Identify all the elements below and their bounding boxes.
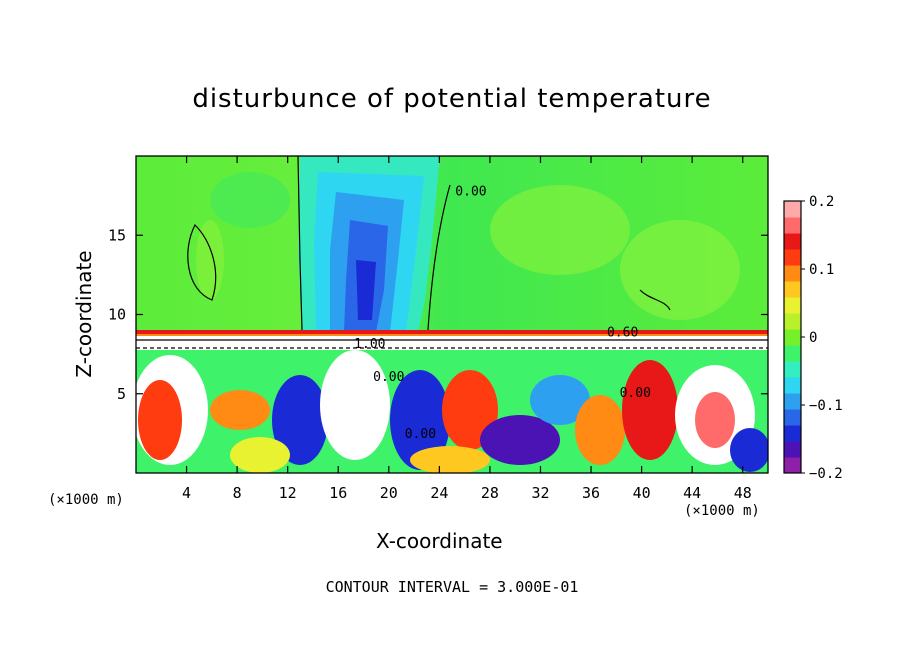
contour-label: 0.60 bbox=[607, 326, 638, 341]
x-tick-label: 40 bbox=[633, 484, 651, 502]
colorbar-swatch bbox=[784, 345, 801, 362]
y-axis-label: Z-coordinate bbox=[72, 250, 96, 378]
colorbar-swatch bbox=[784, 393, 801, 410]
contour-lines bbox=[136, 156, 768, 349]
colorbar-swatch bbox=[784, 201, 801, 218]
x-tick-label: 36 bbox=[582, 484, 600, 502]
contour-label: 0.00 bbox=[373, 370, 404, 385]
lower-field bbox=[136, 350, 768, 473]
contour-label: 1.00 bbox=[354, 337, 385, 352]
y-tick-label: 5 bbox=[117, 385, 126, 403]
colorbar-swatch bbox=[784, 409, 801, 426]
colorbar-swatch bbox=[784, 425, 801, 442]
colorbar-swatch bbox=[784, 361, 801, 378]
x-tick-label: 48 bbox=[734, 484, 752, 502]
colorbar: 0.2 0.1 0 −0.1 −0.2 bbox=[783, 194, 843, 482]
colorbar-swatch bbox=[784, 249, 801, 266]
colorbar-swatch bbox=[784, 233, 801, 250]
x-tick-label: 44 bbox=[683, 484, 701, 502]
x-tick-label: 32 bbox=[531, 484, 549, 502]
x-tick-label: 16 bbox=[329, 484, 347, 502]
colorbar-swatch bbox=[784, 217, 801, 234]
x-tick-label: 20 bbox=[380, 484, 398, 502]
contour-label: 0.00 bbox=[405, 427, 436, 442]
contour-interval-note: CONTOUR INTERVAL = 3.000E-01 bbox=[325, 578, 579, 596]
x-tick-label: 12 bbox=[279, 484, 297, 502]
colorbar-swatch bbox=[784, 441, 801, 458]
colorbar-tick-label: 0.2 bbox=[809, 194, 834, 210]
x-tick-label: 8 bbox=[233, 484, 242, 502]
x-unit-label-left: (×1000 m) bbox=[48, 492, 124, 508]
x-axis: 4 8 12 16 20 24 28 32 36 40 44 48 bbox=[182, 156, 752, 502]
colorbar-tick-label: −0.2 bbox=[809, 466, 843, 482]
colorbar-swatch bbox=[784, 281, 801, 298]
colorbar-tick-label: 0 bbox=[809, 330, 817, 346]
colorbar-swatch bbox=[784, 297, 801, 314]
contour-labels: 0.00 0.60 1.00 0.00 0.00 0.00 bbox=[354, 185, 651, 443]
colorbar-swatch bbox=[784, 313, 801, 330]
x-axis-label: X-coordinate bbox=[376, 529, 503, 553]
contour-label: 0.00 bbox=[620, 386, 651, 401]
y-tick-label: 15 bbox=[108, 226, 126, 244]
x-unit-label-right: (×1000 m) bbox=[684, 503, 760, 519]
colorbar-swatch bbox=[784, 377, 801, 394]
colorbar-swatch bbox=[784, 329, 801, 346]
contour-label: 0.00 bbox=[455, 185, 486, 200]
colorbar-swatch bbox=[784, 457, 801, 474]
x-tick-label: 28 bbox=[481, 484, 499, 502]
colorbar-tick-label: 0.1 bbox=[809, 262, 834, 278]
colorbar-swatch bbox=[784, 265, 801, 282]
upper-field bbox=[196, 156, 740, 332]
colorbar-tick-label: −0.1 bbox=[809, 398, 843, 414]
y-axis: 5 10 15 bbox=[108, 226, 768, 403]
y-tick-label: 10 bbox=[108, 306, 126, 324]
x-tick-label: 4 bbox=[182, 484, 191, 502]
chart-title: disturbunce of potential temperature bbox=[192, 84, 712, 114]
x-tick-label: 24 bbox=[430, 484, 448, 502]
